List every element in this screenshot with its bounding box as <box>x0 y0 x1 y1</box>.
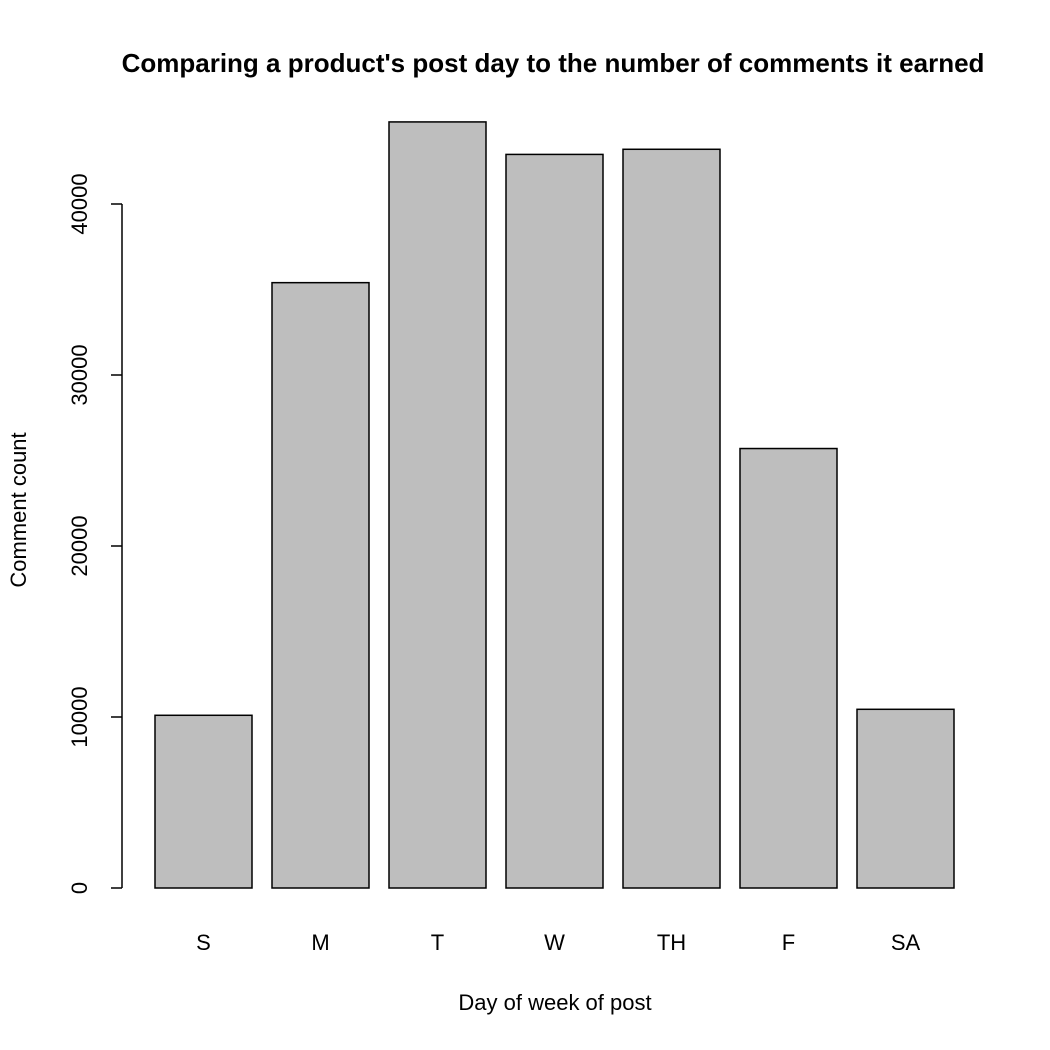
bar-f <box>739 447 838 889</box>
x-tick-label-t: T <box>431 930 444 955</box>
y-axis: 0 10000 20000 30000 40000 <box>67 173 123 894</box>
x-tick-label-w: W <box>544 930 565 955</box>
chart-title: Comparing a product's post day to the nu… <box>122 48 985 78</box>
y-tick-label-0: 0 <box>67 882 92 894</box>
x-tick-label-th: TH <box>657 930 686 955</box>
y-axis-label: Comment count <box>6 432 31 587</box>
y-tick-label-20000: 20000 <box>67 515 92 576</box>
bar-m <box>271 281 370 889</box>
bar-th <box>622 148 721 889</box>
x-tick-label-s: S <box>196 930 211 955</box>
y-tick-label-30000: 30000 <box>67 344 92 405</box>
x-axis-label: Day of week of post <box>458 990 651 1015</box>
bar-sa <box>856 708 955 889</box>
bar-w <box>505 153 604 889</box>
bars-group <box>154 121 955 889</box>
bar-s <box>154 714 253 889</box>
x-tick-label-f: F <box>782 930 795 955</box>
x-tick-labels: S M T W TH F SA <box>196 930 920 955</box>
x-tick-label-sa: SA <box>891 930 921 955</box>
x-tick-label-m: M <box>311 930 329 955</box>
y-tick-label-10000: 10000 <box>67 686 92 747</box>
bar-t <box>388 121 487 889</box>
y-tick-label-40000: 40000 <box>67 173 92 234</box>
